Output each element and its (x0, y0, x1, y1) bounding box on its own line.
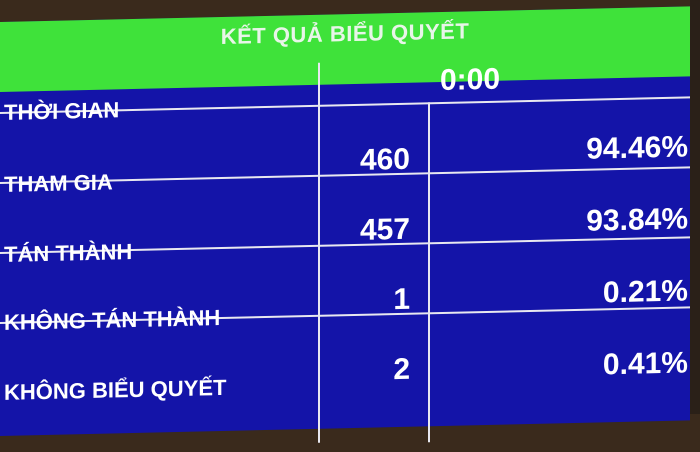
count-value: 1 (393, 282, 410, 317)
row-label: THAM GIA (4, 169, 113, 197)
time-value: 0:00 (439, 62, 501, 98)
row-label: KHÔNG BIỂU QUYẾT (4, 374, 227, 405)
count-value: 457 (359, 212, 410, 247)
screen-bezel (690, 0, 700, 414)
count-value: 460 (359, 142, 410, 177)
percent-value: 94.46% (586, 130, 688, 166)
row-label: KHÔNG TÁN THÀNH (4, 305, 221, 335)
voting-results-board: KẾT QUẢ BIỂU QUYẾT THỜI GIAN 0:00 THAM G… (0, 6, 690, 443)
row-label: TÁN THÀNH (4, 238, 133, 267)
row-label: THỜI GIAN (4, 97, 120, 125)
count-value: 2 (393, 352, 410, 387)
percent-value: 93.84% (586, 202, 688, 238)
percent-value: 0.41% (602, 346, 688, 382)
percent-value: 0.21% (602, 274, 688, 310)
